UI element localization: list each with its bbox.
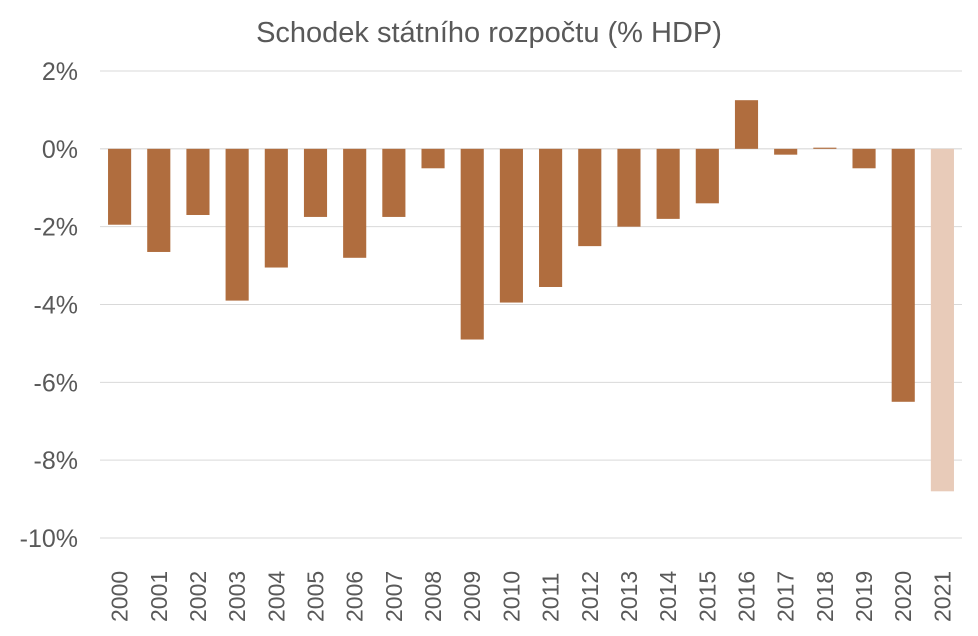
bar-2020 [891,148,915,402]
x-tick-label: 2005 [303,571,329,622]
x-tick-label: 2004 [263,571,289,622]
y-tick-label: -10% [20,525,78,553]
bar-2014 [656,148,680,219]
x-tick-label: 2009 [459,571,485,622]
y-tick-label: -6% [34,369,78,397]
x-tick-label: 2018 [812,571,838,622]
x-tick-label: 2020 [890,571,916,622]
y-tick-label: -2% [34,214,78,242]
bar-2013 [617,148,641,227]
bar-2004 [264,148,288,268]
y-tick-label: 2% [42,58,78,86]
bar-2016 [734,100,759,149]
bar-2009 [460,148,484,340]
x-tick-label: 2000 [107,571,133,622]
x-tick-label: 2021 [929,571,955,622]
bar-2019 [852,148,876,169]
x-tick-label: 2003 [224,571,250,622]
x-tick-label: 2012 [577,571,603,622]
bar-2007 [382,148,406,217]
y-tick-label: 0% [42,136,78,164]
x-axis-ticks: 2000 2001 2002 2003 2004 2005 2006 2007 2008 2009… [107,571,956,622]
x-tick-label: 2019 [851,571,877,622]
chart-title: Schodek státního rozpočtu (% HDP) [256,17,722,49]
x-tick-label: 2015 [694,571,720,622]
bar-2001 [147,148,171,252]
bar-2018 [813,147,837,149]
bar-2003 [225,148,249,301]
x-tick-label: 2007 [381,571,407,622]
bar-2021 [930,148,954,492]
bar-2002 [186,148,210,215]
x-tick-label: 2001 [146,571,172,622]
x-tick-label: 2014 [655,571,681,622]
x-tick-label: 2006 [342,571,368,622]
bar-2015 [695,148,719,204]
x-tick-label: 2016 [734,571,760,622]
bar-2012 [578,148,602,247]
x-tick-label: 2011 [538,573,564,622]
x-tick-label: 2010 [498,571,524,622]
bar-2005 [303,148,328,217]
y-tick-label: -4% [34,292,78,320]
x-tick-label: 2008 [420,571,446,622]
x-tick-label: 2017 [773,571,799,622]
x-tick-label: 2002 [185,571,211,622]
y-axis-ticks: 2% 0% -2% -4% -6% -8% -10% [20,58,78,553]
y-tick-label: -8% [34,447,78,475]
bar-2008 [421,148,445,169]
gridlines [100,70,962,539]
bar-2017 [774,148,798,155]
bar-2010 [499,148,523,303]
x-tick-label: 2013 [616,571,642,622]
bar-2006 [343,148,367,258]
bar-2011 [539,148,563,287]
bar-2000 [108,148,132,225]
bars [108,100,954,492]
